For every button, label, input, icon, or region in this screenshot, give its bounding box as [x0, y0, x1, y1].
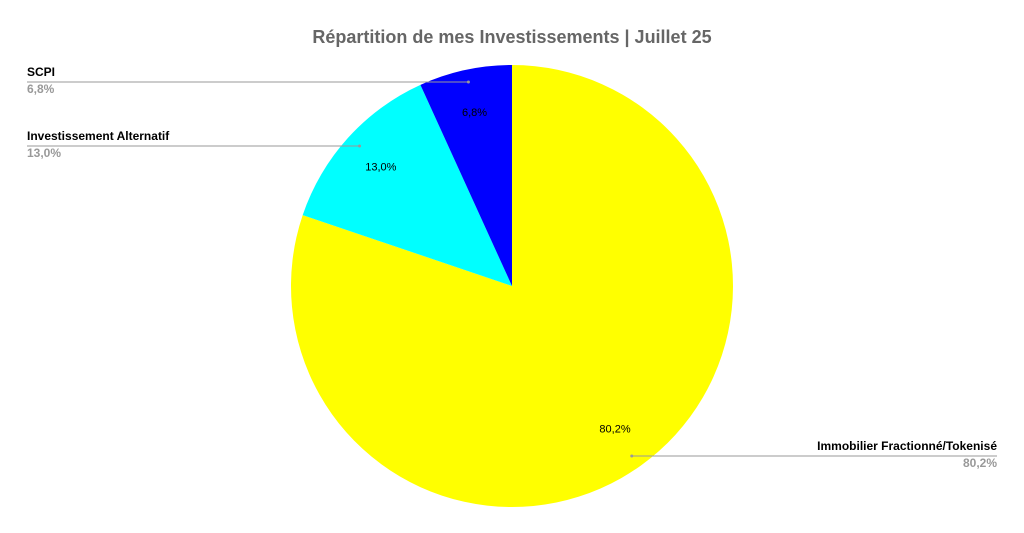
legend-label: Investissement Alternatif: [27, 129, 170, 143]
leader-dot: [466, 80, 470, 84]
legend-label: Immobilier Fractionné/Tokenisé: [817, 439, 997, 453]
slice-label: 80,2%: [599, 424, 630, 436]
legend-value: 6,8%: [27, 82, 55, 96]
leader-dot: [630, 454, 634, 458]
slice-label: 6,8%: [462, 107, 487, 119]
legend-value: 13,0%: [27, 146, 61, 160]
chart-title: Répartition de mes Investissements | Jui…: [312, 27, 711, 47]
leader-dot: [358, 144, 362, 148]
slice-label: 13,0%: [365, 161, 396, 173]
pie-slice: [420, 65, 512, 286]
legend-label: SCPI: [27, 65, 55, 79]
pie-slice: [302, 84, 512, 286]
legend-value: 80,2%: [963, 456, 997, 470]
